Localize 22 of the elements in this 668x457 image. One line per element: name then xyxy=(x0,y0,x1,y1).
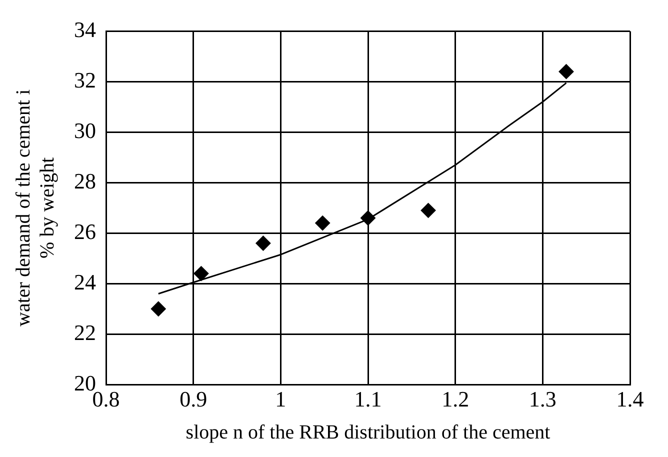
point xyxy=(150,301,166,316)
x-tick-label: 1.4 xyxy=(616,386,644,412)
point xyxy=(256,236,271,251)
point xyxy=(360,210,376,226)
x-tick-label: 1 xyxy=(275,386,286,412)
x-tick-label: 0.9 xyxy=(180,386,208,412)
x-tick-label: 1.2 xyxy=(442,386,470,412)
y-tick-label: 32 xyxy=(74,67,96,92)
y-tick-label: 22 xyxy=(74,320,96,345)
y-tick-label: 26 xyxy=(74,218,96,244)
point xyxy=(315,216,330,231)
point xyxy=(420,202,436,218)
x-axis-title: slope n of the RRB distribution of the cement xyxy=(186,421,551,444)
x-tick-label: 1.1 xyxy=(354,386,382,412)
y-tick-label: 30 xyxy=(74,118,96,143)
y-tick-label: 24 xyxy=(74,269,96,294)
y-axis-title: water demand of the cement i % by weight xyxy=(12,88,58,326)
y-tick-label: 28 xyxy=(74,168,96,194)
point xyxy=(194,266,209,282)
point xyxy=(558,64,574,80)
y-tick-label: 34 xyxy=(74,16,96,42)
x-tick-label: 1.3 xyxy=(528,386,556,412)
